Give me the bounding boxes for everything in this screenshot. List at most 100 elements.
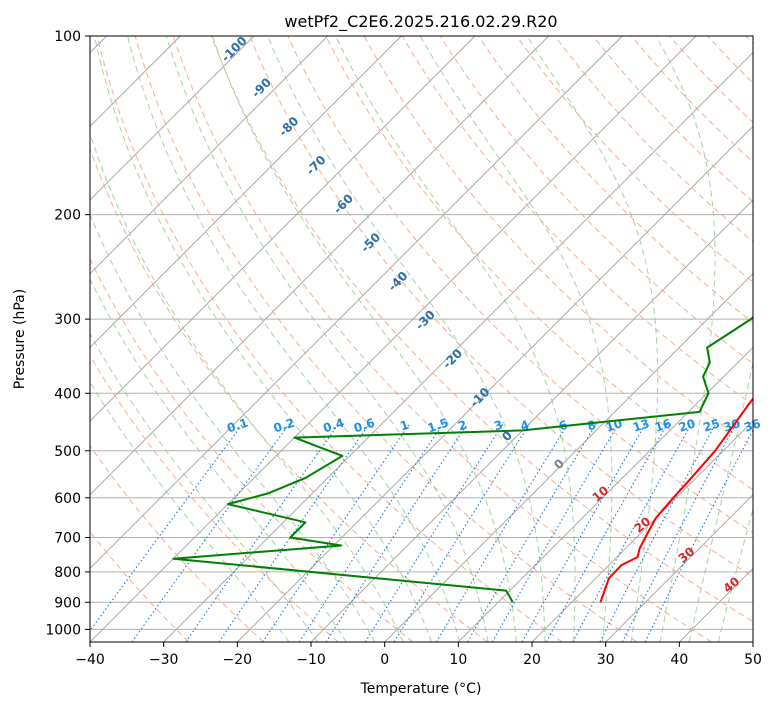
moist-adiabat-line	[90, 132, 404, 642]
isotherm-line	[90, 36, 549, 496]
mixing-ratio-label: 0.4	[321, 416, 346, 436]
moist-adiabat-line	[655, 36, 716, 642]
mixing-ratio-label: 3	[492, 418, 504, 434]
mixing-ratio-label: 0.6	[352, 416, 377, 436]
mixing-ratio-label: 0.2	[272, 416, 297, 436]
dry-adiabat-line	[211, 36, 753, 623]
mixing-ratio-label: 2	[456, 418, 468, 434]
mixing-ratio-label: 1.5	[426, 416, 451, 436]
axis-ticks: −40 −30 −20 −10 0 10 20 30 40 50 100 200 300 400 500 60…	[45, 29, 762, 668]
x-tick-label: 0	[380, 652, 389, 668]
x-tick-label: 50	[744, 652, 762, 668]
mixing-ratio-label: 20	[677, 416, 697, 434]
x-tick-label: −20	[223, 652, 253, 668]
mixing-ratio-line	[90, 423, 244, 632]
y-tick-label: 900	[54, 595, 81, 611]
dry-adiabat-line	[325, 36, 753, 491]
y-tick-label: 1000	[45, 622, 81, 638]
y-tick-label: 300	[54, 312, 81, 328]
isotherm-line	[90, 36, 255, 201]
dry-adiabat-line	[592, 36, 753, 203]
moist-adiabat-line	[267, 36, 546, 642]
dry-adiabat-line	[516, 36, 753, 283]
dry-adiabat-line	[363, 36, 753, 448]
isotherm-line	[531, 420, 753, 642]
isotherm-line	[458, 346, 753, 642]
mixing-ratio-label: 16	[653, 416, 673, 434]
isotherm-line	[163, 52, 753, 642]
y-tick-label: 200	[54, 208, 81, 224]
mixing-ratio-label: 0.1	[225, 416, 250, 436]
dry-adiabat-line	[134, 36, 638, 642]
x-tick-label: 40	[670, 652, 688, 668]
moist-adiabat-line	[90, 213, 376, 642]
y-tick-label: 800	[54, 565, 81, 581]
isotherm-line	[90, 36, 476, 422]
mixing-ratio-line	[644, 429, 753, 642]
y-tick-label: 400	[54, 386, 81, 402]
mixing-ratio-line	[131, 423, 290, 642]
mixing-ratio-label: 25	[701, 416, 721, 434]
chart-title: wetPf2_C2E6.2025.216.02.29.R20	[284, 12, 557, 32]
moist-adiabat-line	[419, 36, 613, 642]
x-tick-label: −40	[75, 652, 105, 668]
mixing-ratio-label: 8	[585, 418, 597, 434]
x-tick-label: 30	[597, 652, 615, 668]
dry-adiabat-line	[630, 36, 753, 163]
mixing-ratio-label: 36	[742, 416, 762, 434]
y-tick-label: 700	[54, 531, 81, 547]
moist-adiabat-line	[335, 36, 576, 642]
y-tick-label: 600	[54, 491, 81, 507]
moist-adiabat-line	[688, 360, 753, 642]
y-axis-label: Pressure (hPa)	[12, 289, 28, 389]
moist-adiabat-line	[127, 36, 461, 642]
y-tick-label: 100	[54, 29, 81, 45]
mixing-ratio-line	[572, 423, 692, 642]
mixing-ratio-label: 1	[398, 418, 410, 434]
mixing-ratio-line	[599, 423, 717, 642]
isotherm-line	[605, 494, 753, 642]
moist-adiabat-line	[90, 332, 319, 642]
mixing-ratio-line	[364, 423, 504, 642]
moist-adiabat-line	[717, 507, 753, 642]
x-tick-label: 10	[449, 652, 467, 668]
y-tick-label: 500	[54, 444, 81, 460]
dry-adiabat-line	[478, 36, 753, 324]
temperature-profile-line	[599, 397, 753, 603]
isotherm-line	[237, 125, 753, 642]
mixing-ratio-line	[435, 423, 569, 642]
dry-adiabat-line	[96, 36, 563, 642]
moist-adiabat-line	[90, 381, 290, 642]
series-layer	[172, 315, 753, 603]
x-axis-label: Temperature (°C)	[360, 681, 482, 697]
x-tick-label: 20	[523, 652, 541, 668]
moist-adiabat-line	[93, 36, 432, 642]
dry-adiabat-line	[172, 36, 712, 642]
mixing-ratio-line	[621, 423, 737, 642]
plot-area	[90, 36, 753, 642]
moist-adiabat-line	[165, 36, 489, 642]
isotherm-line	[90, 36, 402, 348]
dry-adiabat-line	[90, 444, 264, 642]
isotherm-line	[90, 36, 623, 569]
mixing-ratio-line	[545, 423, 668, 642]
dry-adiabat-line	[401, 36, 753, 406]
mixing-ratio-line	[325, 423, 468, 642]
isotherm-line	[90, 36, 697, 642]
moist-adiabat-line	[526, 36, 659, 642]
mixing-ratio-line	[185, 423, 340, 642]
x-tick-label: −30	[149, 652, 179, 668]
mixing-ratio-line	[521, 423, 647, 642]
mixing-ratio-label: 13	[631, 416, 651, 434]
dewpoint-profile-line	[172, 315, 753, 603]
moist-adiabat-line	[90, 278, 347, 642]
plot-frame	[89, 35, 754, 643]
x-tick-label: −10	[296, 652, 326, 668]
grid-layer	[90, 36, 753, 642]
dry-adiabat-line	[90, 257, 414, 642]
mixing-ratio-line	[218, 423, 370, 642]
dry-adiabat-line	[249, 36, 753, 578]
reference-lines	[90, 36, 753, 642]
isotherm-line	[90, 36, 328, 275]
